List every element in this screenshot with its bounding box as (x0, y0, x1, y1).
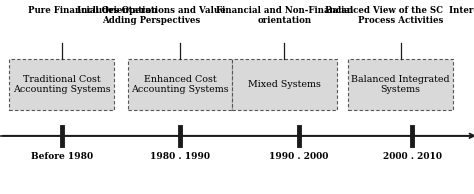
Text: 1990 . 2000: 1990 . 2000 (269, 152, 328, 161)
Text: Financial and Non-Financial
orientation: Financial and Non-Financial orientation (216, 6, 353, 25)
FancyBboxPatch shape (9, 59, 114, 110)
Text: Pure Financial Orientation: Pure Financial Orientation (28, 6, 158, 15)
Text: Before 1980: Before 1980 (30, 152, 93, 161)
Text: Balanced View of the SC  Inter-
Process Activities: Balanced View of the SC Inter- Process A… (325, 6, 474, 25)
Text: Balanced Integrated
Systems: Balanced Integrated Systems (351, 75, 450, 94)
FancyBboxPatch shape (232, 59, 337, 110)
Text: Enhanced Cost
Accounting Systems: Enhanced Cost Accounting Systems (131, 75, 229, 94)
Text: 1980 . 1990: 1980 . 1990 (150, 152, 210, 161)
Text: 2000 . 2010: 2000 . 2010 (383, 152, 442, 161)
Text: Traditional Cost
Accounting Systems: Traditional Cost Accounting Systems (13, 75, 110, 94)
Text: Includes Operations and Value
Adding Perspectives: Includes Operations and Value Adding Per… (77, 6, 226, 25)
Text: Mixed Systems: Mixed Systems (248, 80, 321, 89)
FancyBboxPatch shape (348, 59, 453, 110)
FancyBboxPatch shape (128, 59, 232, 110)
